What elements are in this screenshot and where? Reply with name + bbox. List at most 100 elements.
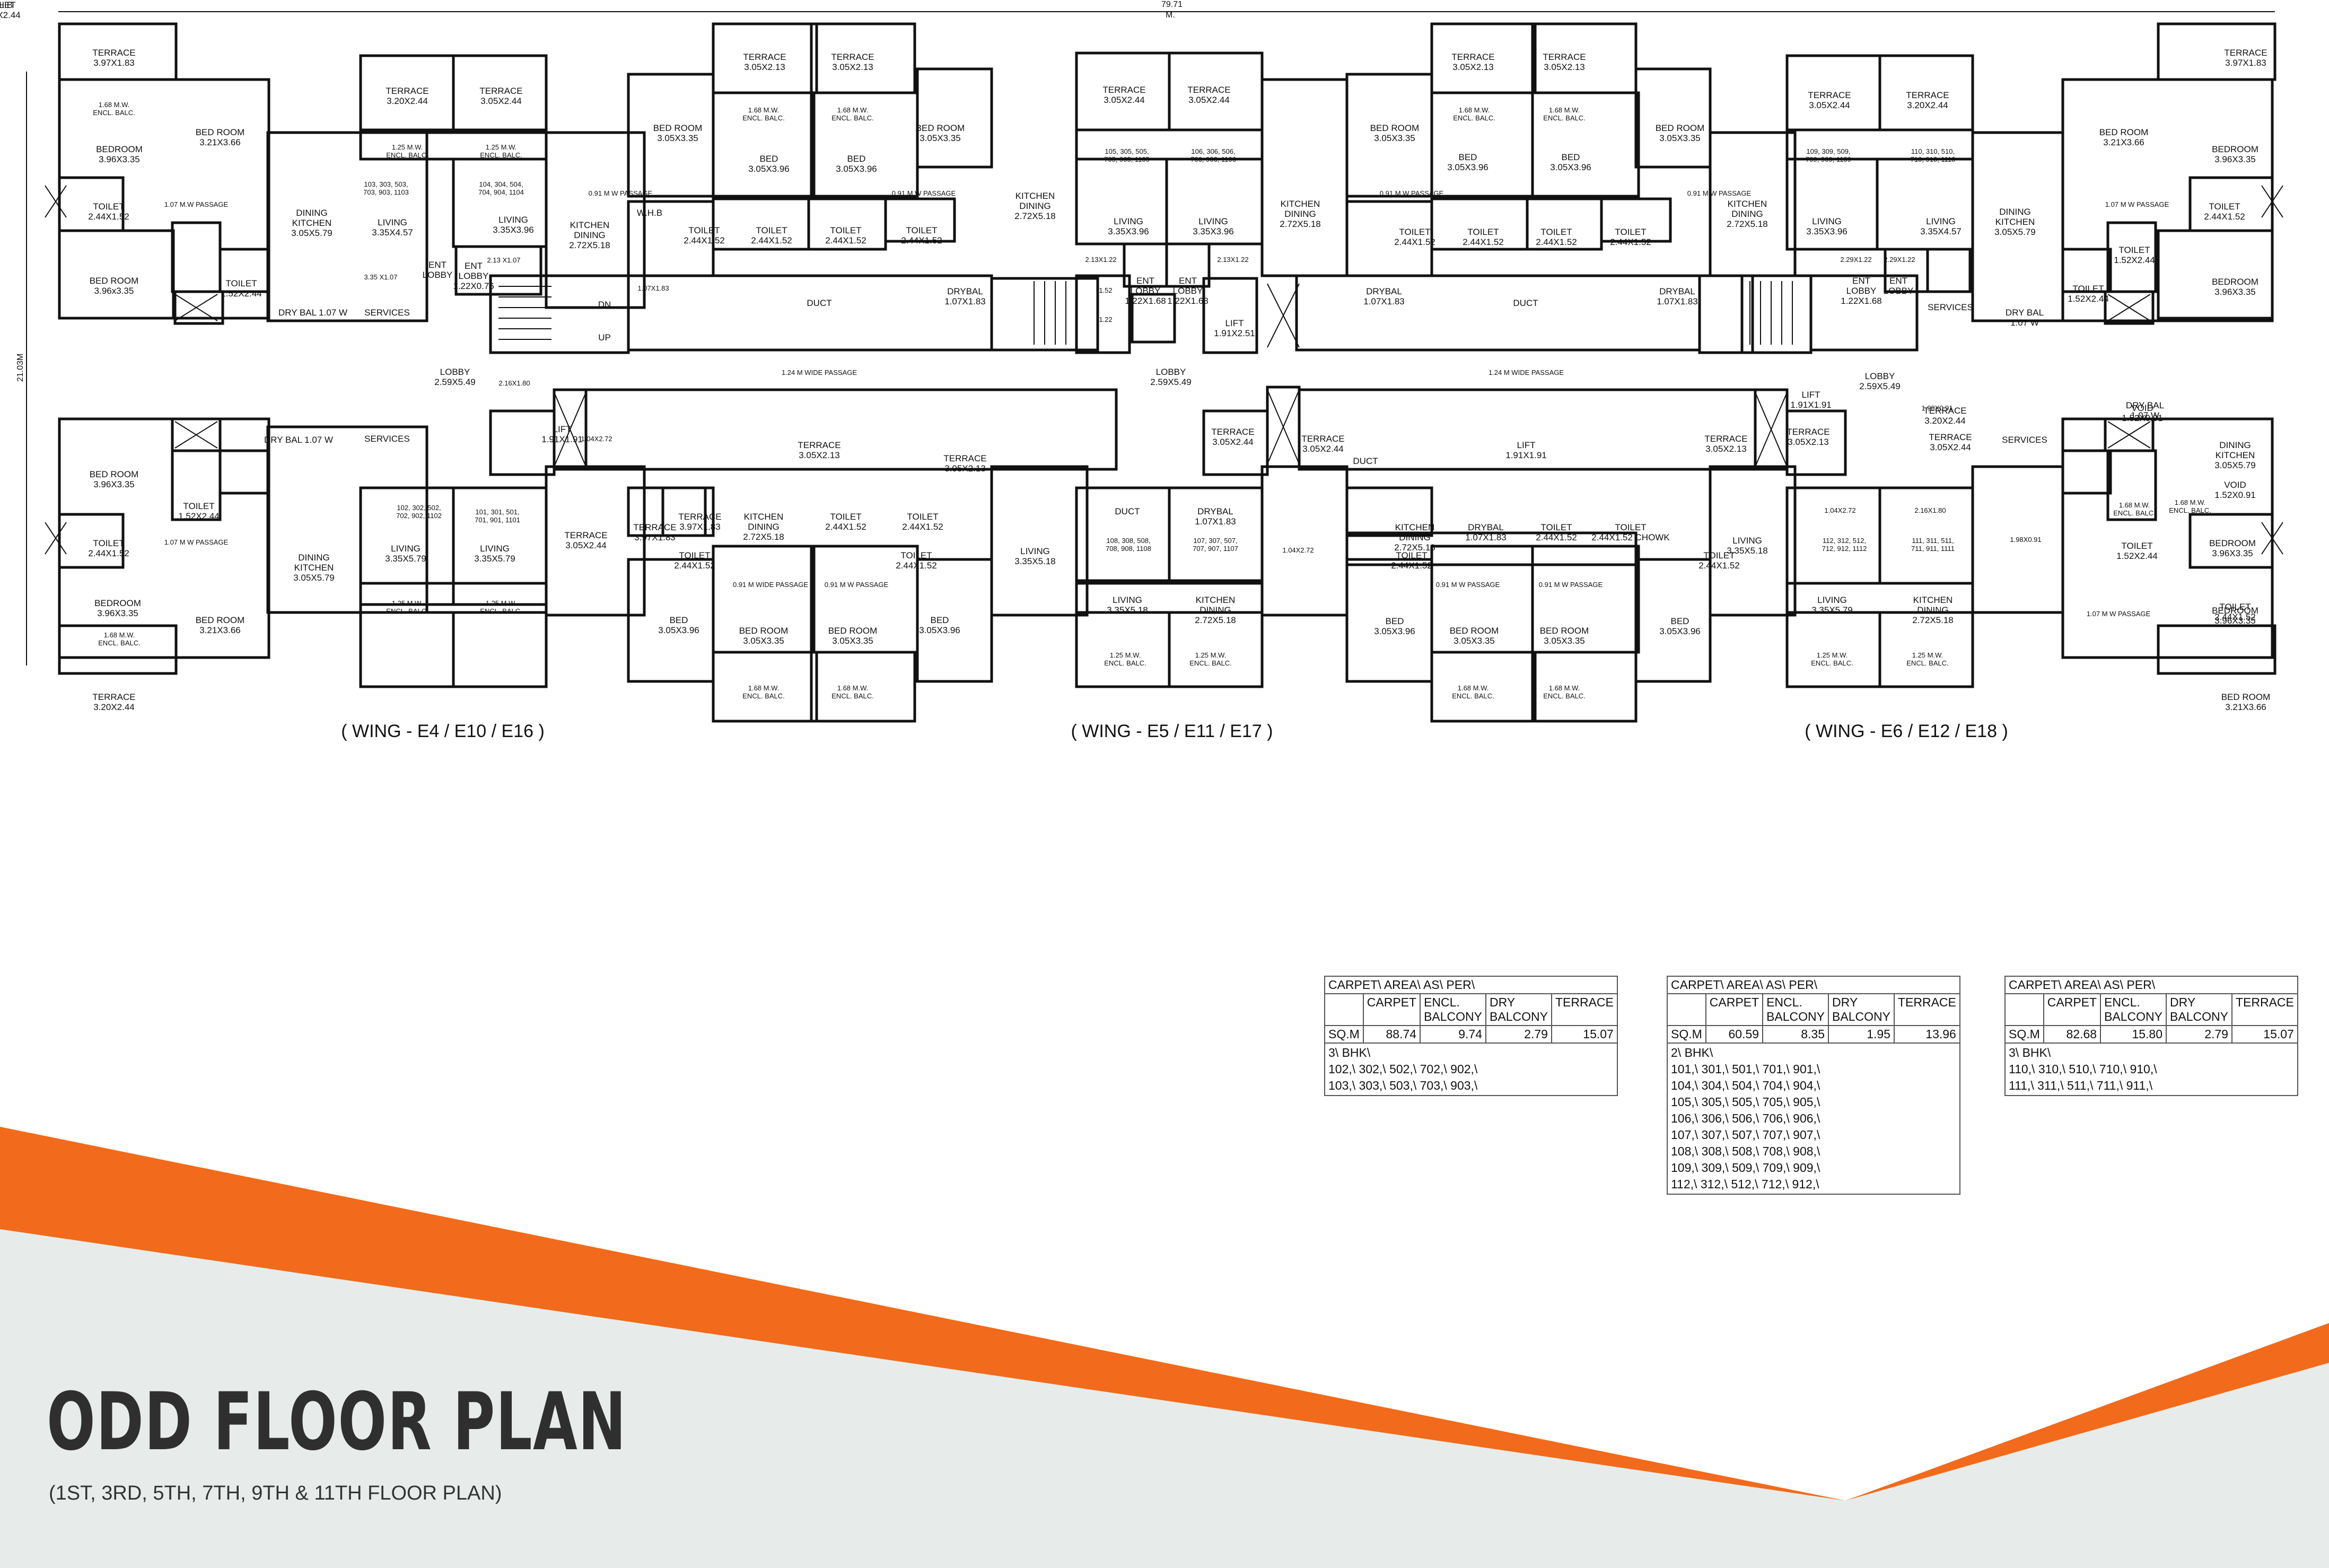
room-label: 0.91 M W PASSAGE — [891, 189, 956, 197]
row-label: SQ.M — [2004, 1025, 2044, 1044]
room-label: SERVICES — [364, 308, 410, 318]
room-label: TOILET 2.44X1.52 — [684, 225, 725, 246]
room-label: TOILET 2.44X1.52 — [1463, 227, 1504, 247]
room-label: DUCT — [1115, 506, 1140, 516]
room-label: DRY BAL 1.07 W — [2005, 308, 2044, 328]
room-label: BED ROOM 3.21X3.66 — [2099, 127, 2149, 147]
room-label: 1.68 M.W. ENCL. BALC. — [742, 106, 785, 122]
column-header: TERRACE — [2231, 993, 2298, 1026]
room-label: 1.25 M.W. ENCL. BALC. — [386, 599, 428, 615]
column-header: DRY BALCONY — [1828, 993, 1895, 1026]
room-label: 1.07X1.83 — [637, 284, 669, 292]
room-label: TERRACE 3.05X2.13 — [743, 52, 786, 72]
room-label: 1.68 M.W. ENCL. BALC. — [742, 684, 785, 700]
unit-line: 108,\ 308,\ 508,\ 708,\ 908,\ — [1671, 1144, 1820, 1158]
page-subtitle: (1ST, 3RD, 5TH, 7TH, 9TH & 11TH FLOOR PL… — [49, 1482, 502, 1504]
room-label: DRYBAL 1.07X1.83 — [1465, 522, 1507, 542]
room-label: TERRACE 3.05X2.13 — [1787, 427, 1830, 447]
room-label: DRYBAL 1.07X1.83 — [1363, 286, 1405, 306]
room-label: 2.16X1.80 — [498, 379, 530, 387]
room-label: BEDROOM 3.96X3.35 — [96, 144, 143, 164]
room-label: 0.91 M W PASSAGE — [824, 581, 889, 589]
room-label: TOILET 2.44X1.52 — [751, 225, 792, 246]
room-label: LIVING 3.35X3.96 — [493, 215, 534, 235]
room-label: BEDROOM 3.96X3.35 — [94, 598, 141, 618]
terrace-value: 15.07 — [1551, 1025, 1618, 1044]
room-label: TOILET 2.44X1.52 — [1610, 227, 1651, 247]
flat-type: 3\ BHK\ — [2009, 1046, 2051, 1059]
room-label: DRYBAL 1.07X1.83 — [944, 286, 986, 306]
room-label: LIVING 3.35X5.18 — [1727, 536, 1768, 556]
room-label: BED 3.05X3.96 — [836, 154, 877, 174]
room-label: LIVING 3.35X3.96 — [1108, 216, 1149, 236]
room-label: 1.25 M.W. ENCL. BALC. — [1189, 651, 1232, 667]
room-label: TERRACE 3.05X2.13 — [1451, 52, 1495, 72]
room-label: TOILET 1.52X2.44 — [221, 278, 262, 299]
room-label: 1.25 M.W. ENCL. BALC. — [1811, 651, 1853, 667]
room-label: 1.68 M.W. ENCL. BALC. — [831, 106, 874, 122]
room-label: TOILET 2.44X1.52 — [1391, 550, 1432, 571]
room-label: TERRACE 3.20X2.44 — [386, 86, 429, 106]
room-label: KITCHEN DINING 2.72X5.18 — [1195, 595, 1236, 625]
unit-line: 109,\ 309,\ 509,\ 709,\ 909,\ — [1671, 1161, 1820, 1175]
room-label: TERRACE 3.97X1.83 — [633, 522, 677, 542]
room-label: LIFT 1.91X1.91 — [1505, 440, 1547, 460]
room-label: 106, 306, 506, 706, 906, 1106 — [1190, 147, 1236, 163]
room-label: 1.25 M.W. ENCL. BALC. — [1906, 651, 1949, 667]
room-label: 2.29X1.22 — [1840, 256, 1872, 264]
room-label: SERVICES — [1928, 302, 1973, 312]
room-label: LIVING 3.35X5.18 — [1107, 595, 1148, 615]
room-label: TERRACE 3.20X2.44 — [1923, 406, 1967, 426]
room-label: TERRACE 3.97X1.83 — [92, 48, 136, 68]
room-label: LIVING 3.35X5.18 — [1014, 546, 1056, 566]
room-label: 1.22 — [1099, 316, 1113, 323]
wing-label-e5: ( WING - E5 / E11 / E17 ) — [1071, 721, 1273, 741]
dry-balcony-value: 2.79 — [2166, 1025, 2232, 1044]
wing-e6-upper — [1709, 22, 2277, 325]
room-label: TERRACE 3.05X2.44 — [564, 530, 608, 550]
room-label: LIFT 1.91X1.91 — [1790, 390, 1832, 410]
room-label: LIFT 1.91X1.91 — [541, 424, 583, 444]
room-label: TERRACE 3.97X1.83 — [2224, 48, 2267, 68]
room-label: 1.52 — [1099, 286, 1113, 294]
room-label: 104, 304, 504, 704, 904, 1104 — [478, 180, 524, 196]
room-label: LOBBY 2.59X5.49 — [1859, 371, 1901, 391]
room-label: DINING KITCHEN 3.05X5.79 — [1994, 207, 2036, 237]
column-header: DRY BALCONY — [1485, 993, 1552, 1026]
room-label: TOILET 1.52X2.44 — [2116, 541, 2158, 561]
unit-line: 111,\ 311,\ 511,\ 711,\ 911,\ — [2009, 1079, 2153, 1092]
room-label: TERRACE 3.05X2.13 — [1704, 434, 1748, 454]
unit-line: 105,\ 305,\ 505,\ 705,\ 905,\ — [1671, 1095, 1820, 1109]
room-label: KITCHEN DINING 2.72X5.18 — [1014, 191, 1056, 221]
column-header: CARPET — [1362, 993, 1421, 1026]
room-label: KITCHEN DINING 2.72X5.18 — [1280, 199, 1321, 229]
room-label: 1.07 M W PASSAGE — [2086, 610, 2151, 618]
room-label: TOILET 1.52X2.44 — [0, 0, 21, 20]
room-label: W.H.B — [636, 208, 663, 218]
room-label: TERRACE 3.05X2.13 — [1543, 52, 1586, 72]
column-header: ENCL. BALCONY — [1762, 993, 1829, 1026]
room-label: LIFT 1.91X2.51 — [1214, 318, 1255, 338]
room-label: BED ROOM 3.21X3.66 — [2221, 692, 2271, 712]
encl-balcony-value: 8.35 — [1762, 1025, 1829, 1044]
room-label: DN — [598, 300, 611, 310]
room-label: TERRACE 3.05X2.44 — [1187, 85, 1231, 105]
room-label: 3.35 X1.07 — [364, 273, 398, 281]
room-label: DUCT — [807, 298, 832, 308]
room-label: 2.13X1.22 — [1085, 256, 1117, 264]
overall-height-dimension: 21.03M — [16, 353, 25, 382]
room-label: 107, 307, 507, 707, 907, 1107 — [1193, 537, 1238, 553]
unit-list: 3\ BHK\ 102,\ 302,\ 502,\ 702,\ 902,\ 10… — [1324, 1043, 1618, 1096]
room-label: BED ROOM 3.05X3.35 — [739, 626, 789, 646]
page-title: ODD FLOOR PLAN — [47, 1376, 627, 1468]
room-label: 1.68 M.W. ENCL. BALC. — [831, 684, 874, 700]
room-label: LIVING 3.35X3.96 — [1193, 216, 1234, 236]
unit-line: 104,\ 304,\ 504,\ 704,\ 904,\ — [1671, 1079, 1820, 1092]
room-label: BED 3.05X3.96 — [919, 615, 960, 635]
room-label: BED ROOM 3.05X3.35 — [1655, 123, 1705, 143]
room-label: 1.98X0.91 — [2010, 536, 2042, 544]
room-label: TERRACE 3.05X2.44 — [1211, 427, 1255, 447]
floor-plan-drawing — [26, 11, 2283, 723]
table-header: CARPET\ AREA\ AS\ PER\ — [2004, 976, 2298, 994]
column-header: TERRACE — [1551, 993, 1618, 1026]
